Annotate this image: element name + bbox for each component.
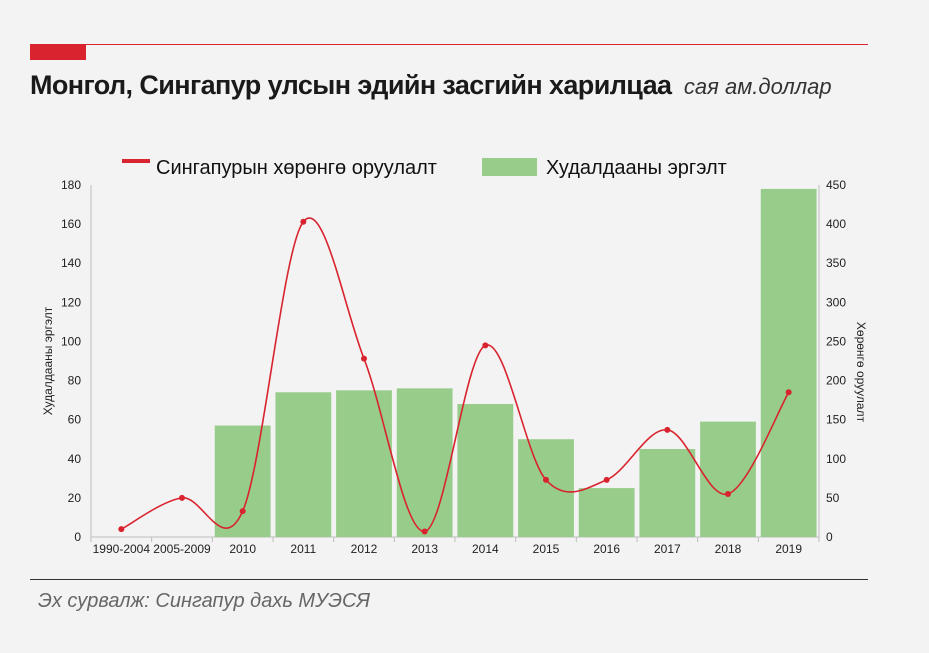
bar <box>578 488 635 537</box>
accent-block <box>30 44 86 60</box>
y-tick-right: 150 <box>826 413 846 427</box>
bottom-rule <box>30 579 868 580</box>
x-tick-label: 2015 <box>533 542 560 556</box>
y-axis-title-right: Хөрөнгө оруулалт <box>854 322 868 423</box>
y-tick-left: 20 <box>68 491 82 505</box>
bar <box>760 188 817 537</box>
top-rule <box>86 44 868 45</box>
y-tick-left: 80 <box>68 374 82 388</box>
source-note: Эх сурвалж: Сингапур дахь МУЭСЯ <box>38 590 371 612</box>
y-axis-title-left: Худалдааны эргэлт <box>41 306 55 415</box>
x-tick-label: 2013 <box>411 542 438 556</box>
legend-label-bar: Худалдааны эргэлт <box>546 157 727 179</box>
x-tick-label: 2019 <box>775 542 802 556</box>
x-tick-label: 1990-2004 <box>93 542 151 556</box>
y-tick-left: 120 <box>61 295 81 309</box>
y-tick-right: 450 <box>826 178 846 192</box>
y-tick-right: 100 <box>826 452 846 466</box>
y-tick-right: 200 <box>826 374 846 388</box>
x-tick-label: 2016 <box>593 542 620 556</box>
y-tick-right: 250 <box>826 334 846 348</box>
bar <box>639 449 696 537</box>
chart-title: Монгол, Сингапур улсын эдийн засгийн хар… <box>30 70 672 100</box>
y-tick-right: 0 <box>826 530 833 544</box>
line-point <box>239 508 246 515</box>
line-point <box>664 426 671 433</box>
line-point <box>725 490 731 497</box>
line-point <box>300 218 307 225</box>
y-tick-left: 180 <box>61 178 81 192</box>
line-point <box>118 526 125 533</box>
y-tick-left: 0 <box>74 530 81 544</box>
chart-unit: сая ам.доллар <box>683 74 832 99</box>
legend-label-line: Сингапурын хөрөнгө оруулалт <box>156 157 437 179</box>
y-tick-right: 350 <box>826 256 846 270</box>
line-point <box>785 389 792 396</box>
title-row: Монгол, Сингапур улсын эдийн засгийн хар… <box>30 70 832 101</box>
line-point <box>361 355 367 362</box>
y-tick-right: 400 <box>826 217 846 231</box>
x-tick-label: 2011 <box>290 542 316 556</box>
bar <box>336 390 392 537</box>
y-tick-left: 160 <box>61 217 81 231</box>
bar <box>396 388 453 537</box>
y-tick-left: 100 <box>61 334 81 348</box>
x-tick-label: 2018 <box>715 542 742 556</box>
line-point <box>543 476 549 483</box>
x-tick-label: 2010 <box>229 542 256 556</box>
bar <box>214 425 271 537</box>
legend-swatch-line <box>122 159 150 163</box>
y-tick-right: 50 <box>826 491 840 505</box>
line-point <box>482 342 489 349</box>
y-tick-left: 40 <box>68 452 82 466</box>
bar <box>457 404 514 537</box>
line-point <box>421 528 428 535</box>
legend-swatch-bar <box>482 158 537 176</box>
bar <box>275 392 332 537</box>
x-tick-label: 2005-2009 <box>153 542 211 556</box>
bar <box>700 421 756 537</box>
line-point <box>179 494 185 501</box>
bar <box>518 439 574 537</box>
y-tick-left: 60 <box>68 413 82 427</box>
line-point <box>603 476 610 483</box>
y-tick-left: 140 <box>61 256 81 270</box>
y-tick-right: 300 <box>826 295 846 309</box>
x-tick-label: 2014 <box>472 542 499 556</box>
x-tick-label: 2012 <box>351 542 378 556</box>
x-tick-label: 2017 <box>654 542 681 556</box>
